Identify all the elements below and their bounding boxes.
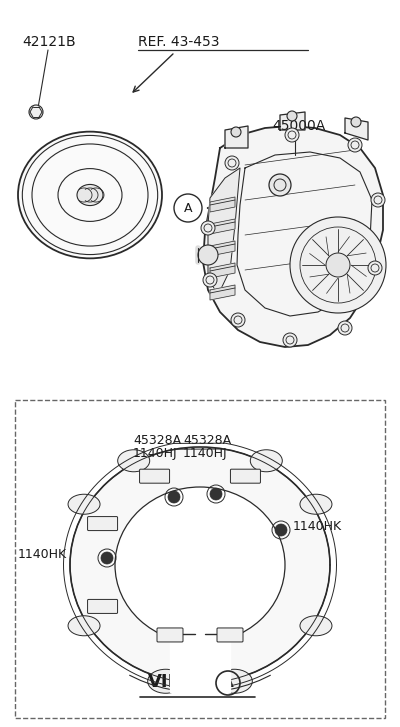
Circle shape <box>269 174 291 196</box>
Text: 1140HJ: 1140HJ <box>183 447 228 460</box>
Text: VIEW: VIEW <box>148 673 201 691</box>
Circle shape <box>290 217 386 313</box>
Circle shape <box>326 253 350 277</box>
Polygon shape <box>210 241 235 256</box>
Text: REF. 43-453: REF. 43-453 <box>138 35 220 49</box>
Polygon shape <box>210 197 235 212</box>
FancyBboxPatch shape <box>217 628 243 642</box>
Polygon shape <box>210 219 235 234</box>
Text: 1140HK: 1140HK <box>293 520 342 532</box>
Circle shape <box>231 127 241 137</box>
Polygon shape <box>203 126 383 347</box>
Circle shape <box>168 491 180 503</box>
FancyBboxPatch shape <box>157 628 183 642</box>
Circle shape <box>175 664 185 674</box>
Text: A: A <box>184 201 192 214</box>
Polygon shape <box>345 118 368 140</box>
Ellipse shape <box>68 616 100 636</box>
Circle shape <box>101 552 113 564</box>
Text: 1140HK: 1140HK <box>18 548 67 561</box>
Circle shape <box>348 138 362 152</box>
Ellipse shape <box>115 487 285 643</box>
Polygon shape <box>280 112 305 130</box>
Circle shape <box>225 156 239 170</box>
Circle shape <box>29 105 43 119</box>
Circle shape <box>231 313 245 327</box>
Polygon shape <box>210 263 235 278</box>
Ellipse shape <box>77 185 103 206</box>
FancyBboxPatch shape <box>230 469 260 483</box>
Circle shape <box>195 664 205 674</box>
Text: A: A <box>223 676 233 690</box>
Circle shape <box>351 117 361 127</box>
Polygon shape <box>225 126 248 148</box>
Circle shape <box>201 221 215 235</box>
FancyBboxPatch shape <box>15 400 385 718</box>
Text: 45328A: 45328A <box>133 434 181 447</box>
Text: 45328A: 45328A <box>183 434 231 447</box>
Circle shape <box>215 664 225 674</box>
Circle shape <box>198 245 218 265</box>
Circle shape <box>275 524 287 536</box>
Circle shape <box>285 128 299 142</box>
Circle shape <box>368 261 382 275</box>
Ellipse shape <box>118 450 150 472</box>
Ellipse shape <box>300 616 332 636</box>
Ellipse shape <box>300 494 332 514</box>
Text: 42121B: 42121B <box>22 35 76 49</box>
Polygon shape <box>208 168 240 295</box>
Circle shape <box>283 333 297 347</box>
Ellipse shape <box>148 670 184 694</box>
Ellipse shape <box>250 450 282 472</box>
Circle shape <box>371 193 385 207</box>
Ellipse shape <box>68 494 100 514</box>
FancyBboxPatch shape <box>88 517 118 531</box>
Ellipse shape <box>216 670 252 694</box>
Ellipse shape <box>18 132 162 258</box>
Circle shape <box>203 273 217 287</box>
Text: 1140HJ: 1140HJ <box>133 447 178 460</box>
FancyBboxPatch shape <box>88 600 118 614</box>
Polygon shape <box>170 635 230 692</box>
Circle shape <box>338 321 352 335</box>
Polygon shape <box>210 285 235 300</box>
Ellipse shape <box>70 447 330 683</box>
Circle shape <box>210 488 222 500</box>
Text: 45000A: 45000A <box>272 119 325 133</box>
Circle shape <box>287 111 297 121</box>
FancyBboxPatch shape <box>140 469 170 483</box>
